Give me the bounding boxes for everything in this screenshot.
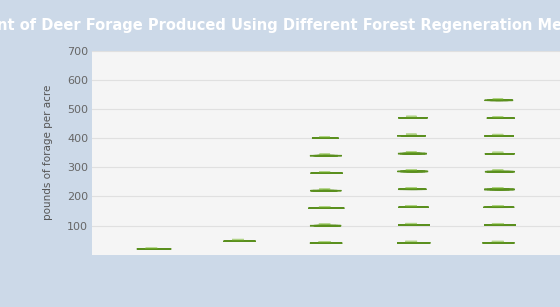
Text: Mature Forest: Mature Forest: [115, 118, 192, 128]
Text: Group Selection: Group Selection: [282, 118, 371, 128]
Text: Amount of Deer Forage Produced Using Different Forest Regeneration Methods: Amount of Deer Forage Produced Using Dif…: [0, 18, 560, 33]
Text: Shelterwood: Shelterwood: [378, 118, 448, 128]
Text: Clearcut: Clearcut: [476, 118, 522, 128]
Text: Single-tree
selection: Single-tree selection: [209, 112, 270, 134]
Text: pounds of forage per acre: pounds of forage per acre: [43, 85, 53, 220]
